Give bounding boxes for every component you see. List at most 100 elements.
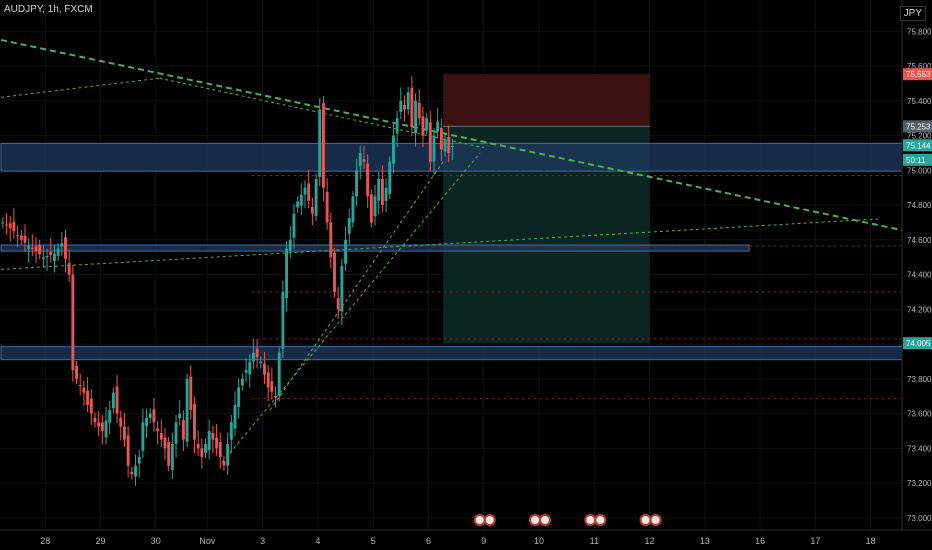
candle-body bbox=[417, 102, 421, 119]
calendar-event-icon bbox=[584, 514, 597, 526]
candle-body bbox=[185, 378, 189, 442]
candle-body bbox=[329, 222, 333, 258]
candle-body bbox=[414, 100, 418, 134]
price-tick-label: 73.400 bbox=[907, 444, 932, 453]
time-tick-label: 3 bbox=[260, 536, 265, 546]
candle-body bbox=[156, 428, 160, 431]
price-label-text: 75.553 bbox=[906, 70, 931, 79]
price-tick-label: 74.400 bbox=[907, 271, 932, 280]
candle-body bbox=[292, 213, 296, 238]
time-tick-label: 16 bbox=[755, 536, 765, 546]
candle-body bbox=[100, 422, 104, 431]
candle-body bbox=[344, 239, 347, 264]
candle-body bbox=[233, 404, 237, 429]
candle-body bbox=[421, 116, 425, 136]
candle-body bbox=[19, 235, 23, 240]
candle-body bbox=[115, 386, 119, 414]
candle-body bbox=[200, 448, 204, 458]
price-label-tag bbox=[903, 139, 932, 152]
price-tick-label: 75.400 bbox=[907, 97, 932, 106]
price-tick-label: 74.800 bbox=[907, 201, 932, 210]
candle-body bbox=[82, 387, 86, 393]
time-tick-label: 17 bbox=[810, 536, 820, 546]
candle-body bbox=[366, 163, 370, 197]
candle-body bbox=[226, 443, 230, 466]
candle-body bbox=[16, 235, 20, 237]
time-tick-label: 9 bbox=[481, 536, 486, 546]
candle-body bbox=[288, 239, 292, 251]
calendar-event-icon bbox=[539, 514, 552, 526]
candle-body bbox=[307, 183, 311, 201]
candle-body bbox=[204, 443, 207, 453]
candle-body bbox=[49, 251, 53, 255]
candle-body bbox=[123, 426, 126, 440]
candle-body bbox=[211, 433, 215, 440]
price-label-tag bbox=[903, 153, 932, 166]
calendar-event-icon bbox=[483, 514, 496, 526]
candle-body bbox=[71, 274, 75, 371]
candle-body bbox=[251, 352, 255, 362]
candle-body bbox=[340, 265, 344, 312]
price-tick-label: 73.200 bbox=[907, 479, 932, 488]
candle-body bbox=[362, 159, 366, 162]
trendline bbox=[221, 152, 481, 463]
candle-body bbox=[450, 145, 454, 147]
trendline bbox=[269, 161, 444, 411]
candle-body bbox=[41, 257, 45, 259]
candle-body bbox=[45, 256, 49, 258]
event-icons[interactable] bbox=[473, 514, 662, 526]
price-tick-label: 74.600 bbox=[907, 236, 932, 245]
candle-body bbox=[447, 136, 451, 153]
candle-body bbox=[60, 243, 64, 247]
price-labels: 75.553 75.253 75.144 50:11 74.005 bbox=[903, 68, 932, 350]
candle-body bbox=[432, 135, 436, 162]
candle-body bbox=[119, 417, 123, 427]
candle-body bbox=[395, 118, 399, 134]
candle-body bbox=[207, 430, 211, 451]
calendar-event-icon bbox=[473, 514, 486, 526]
candle-body bbox=[141, 422, 145, 451]
trendline bbox=[0, 38, 916, 234]
candles bbox=[1, 76, 454, 486]
price-axis-bg bbox=[902, 0, 932, 550]
candle-body bbox=[259, 361, 263, 364]
candle-body bbox=[392, 135, 395, 164]
price-label-tag bbox=[903, 68, 932, 81]
candle-body bbox=[403, 104, 406, 110]
candle-body bbox=[89, 398, 93, 414]
candle-body bbox=[373, 196, 377, 217]
time-axis[interactable]: 28 29 30 Nov 3 4 5 6 9 10 11 12 13 16 17 18 bbox=[0, 529, 932, 550]
candle-body bbox=[274, 396, 277, 398]
candle-body bbox=[296, 201, 300, 208]
price-tick-label: 73.800 bbox=[907, 375, 932, 384]
candle-body bbox=[5, 224, 8, 226]
candle-body bbox=[167, 442, 171, 466]
currency-badge[interactable]: JPY bbox=[899, 6, 926, 21]
support-resistance-zone bbox=[0, 142, 903, 172]
candle-body bbox=[64, 237, 67, 259]
candle-body bbox=[215, 437, 219, 449]
candle-body bbox=[377, 178, 381, 201]
candle-body bbox=[443, 139, 447, 152]
price-label-tag bbox=[903, 120, 932, 133]
time-tick-label: 10 bbox=[534, 536, 544, 546]
candle-body bbox=[38, 245, 42, 255]
time-tick-label: 4 bbox=[315, 536, 320, 546]
candle-body bbox=[380, 178, 384, 206]
candle-body bbox=[237, 387, 241, 407]
candle-body bbox=[410, 87, 414, 127]
position-tool[interactable] bbox=[443, 74, 650, 344]
candle-body bbox=[134, 465, 137, 477]
candle-body bbox=[358, 152, 362, 167]
candle-body bbox=[145, 417, 148, 427]
time-tick-label: 6 bbox=[426, 536, 431, 546]
trendline bbox=[0, 218, 879, 270]
candle-body bbox=[130, 471, 134, 475]
candle-body bbox=[193, 403, 196, 440]
price-axis[interactable]: 73.00073.20073.40073.60073.80074.00074.2… bbox=[901, 0, 932, 550]
price-tick-label: 73.000 bbox=[907, 514, 932, 523]
candle-body bbox=[12, 221, 16, 232]
candle-body bbox=[351, 196, 355, 223]
price-label-text: 75.253 bbox=[906, 122, 931, 131]
